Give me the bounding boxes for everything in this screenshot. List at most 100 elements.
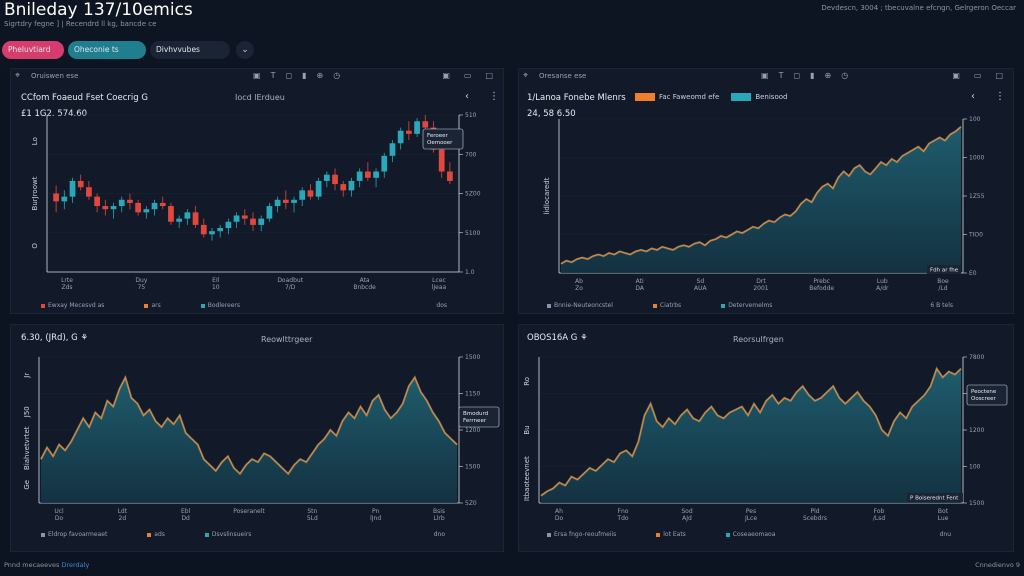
app-title: Bnileday 137/10emics: [4, 0, 193, 20]
zoom-icon[interactable]: ⊕: [316, 71, 324, 80]
tab-3[interactable]: Divhvvubes: [150, 41, 230, 59]
series-line: [40, 375, 458, 475]
camera-icon[interactable]: ▣: [442, 71, 450, 80]
crosshair-icon[interactable]: ▣: [761, 71, 769, 80]
candle-body: [282, 199, 289, 203]
x-tick-label: Duy: [135, 277, 147, 284]
chart-panel-4: OBOS16A G ⚘ Reorsulfrgen 780070001200100…: [518, 324, 1014, 552]
layout-icon[interactable]: ▭: [463, 71, 472, 80]
status-link[interactable]: Drerdaly: [61, 561, 90, 569]
status-bar-left: Pnnd mecaeeves Drerdaly: [4, 561, 89, 569]
legend-item: ars: [144, 302, 161, 309]
candle-body: [192, 212, 199, 225]
ruler-icon[interactable]: ◻: [793, 71, 801, 80]
candle-body: [299, 190, 306, 200]
x-tick-label: Poseranelt: [233, 508, 265, 515]
chart-panel-1: ⌖ Oruiswen ese ▣ T ◻ ▮ ⊕ ◷ ▣ ▭ □ CCfom F…: [10, 68, 504, 314]
legend-item: Bnnie-Neuteoncstel: [547, 302, 613, 309]
candle-body: [381, 155, 388, 172]
more-icon[interactable]: ⋮: [995, 91, 1005, 102]
candlestick-chart: 5107005Z0051001.0LoBurJroowtOLrteZdsDuy7…: [31, 112, 481, 291]
clock-icon[interactable]: ◷: [333, 71, 341, 80]
candle-body: [447, 171, 453, 181]
legend-end: 6 B tels: [930, 302, 953, 309]
x-tick-label: Dd: [181, 515, 190, 522]
y-axis-label: O: [31, 243, 39, 249]
x-tick-label: Zo: [575, 285, 583, 292]
back-icon[interactable]: ‹: [465, 91, 469, 102]
candle-body: [86, 187, 92, 197]
candle-body: [168, 206, 174, 222]
x-tick-label: Doadbut: [277, 277, 303, 284]
legend-item: Dsvslinsueirs: [204, 531, 251, 538]
ruler-icon[interactable]: ◻: [285, 71, 293, 80]
legend-item: ads: [147, 531, 165, 538]
expand-icon[interactable]: □: [485, 71, 493, 80]
candle-body: [217, 228, 224, 232]
legend-end: dno: [433, 531, 445, 538]
crosshair-icon[interactable]: ▣: [253, 71, 261, 80]
app-subtitle: Sigrtdry fegne ] | Recendrd ll kg, bancd…: [4, 20, 157, 28]
x-tick-label: lJeaa: [432, 284, 447, 291]
zoom-icon[interactable]: ⊕: [824, 71, 832, 80]
y-tick-label: 5100: [465, 230, 480, 237]
menu-icon[interactable]: ⌖: [523, 71, 529, 81]
x-tick-label: Bot: [938, 508, 949, 515]
back-icon[interactable]: ‹: [971, 91, 975, 102]
y-tick-label: E0: [969, 270, 977, 277]
expand-icon[interactable]: □: [995, 71, 1003, 80]
tab-1[interactable]: Pheluvtiard: [2, 41, 64, 59]
tooltip-text: Bmodurd: [463, 411, 488, 417]
camera-icon[interactable]: ▣: [952, 71, 960, 80]
clock-icon[interactable]: ◷: [841, 71, 849, 80]
y-tick-label: 1150: [465, 391, 480, 398]
candle-body: [151, 202, 158, 210]
tooltip-text: Peoctene: [971, 389, 997, 395]
x-tick-label: 75: [138, 284, 146, 291]
text-tool-icon[interactable]: T: [270, 71, 276, 80]
x-tick-label: 7/D: [285, 284, 296, 291]
draw-icon[interactable]: ▮: [810, 71, 815, 80]
series-line: [560, 126, 962, 265]
legend-item: lot Eats: [656, 531, 686, 538]
series-swatch: [731, 93, 752, 101]
x-tick-label: 5Ld: [307, 515, 318, 522]
candle-body: [397, 130, 404, 144]
y-axis-label: lidlocaredt: [543, 177, 551, 214]
x-tick-label: 2d: [119, 515, 127, 522]
menu-icon[interactable]: ⌖: [15, 71, 21, 81]
y-tick-label: 7800: [969, 354, 984, 361]
candle-body: [200, 224, 207, 235]
y-tick-label: 1500: [465, 354, 480, 361]
candle-body: [340, 184, 347, 191]
x-tick-label: DA: [635, 285, 645, 292]
tab-2[interactable]: Oheconie ts: [68, 41, 146, 59]
chart-title: CCfom Foaeud Fset Coecrig G: [21, 93, 148, 103]
candle-body: [69, 180, 76, 197]
chart-legend: Eldrop favoarmeaet ads Dsvslinsueirs: [41, 531, 251, 538]
status-bar-right: Cnnedienvo 9: [975, 561, 1020, 569]
text-tool-icon[interactable]: T: [778, 71, 784, 80]
chart-mid-label: Reowlttrgeer: [261, 335, 313, 344]
x-tick-label: Drt: [756, 278, 766, 285]
x-tick-label: Lub: [877, 278, 888, 285]
draw-icon[interactable]: ▮: [302, 71, 307, 80]
candle-body: [233, 215, 240, 222]
more-icon[interactable]: ⋮: [489, 91, 499, 102]
y-tick-label: 1200: [969, 427, 984, 434]
candle-body: [53, 193, 59, 202]
candle-body: [307, 190, 314, 197]
area-fill: [561, 126, 961, 273]
candle-body: [291, 199, 297, 203]
tooltip-text: Ooscreer: [971, 396, 996, 402]
x-tick-label: Scebdrs: [803, 515, 827, 522]
layout-icon[interactable]: ▭: [973, 71, 982, 80]
y-tick-label: 1200: [465, 427, 480, 434]
legend-item: Coseaeomaoa: [725, 531, 775, 538]
area-chart: 10010001Z55TIO0E0lidlocaredtAbZoAtiDASdA…: [543, 116, 985, 292]
y-tick-label: 1Z55: [969, 193, 985, 200]
candle-body: [332, 174, 338, 185]
candle-body: [414, 121, 420, 134]
chevron-down-icon[interactable]: ⌄: [236, 41, 254, 59]
x-tick-label: Bnbcde: [353, 284, 376, 291]
